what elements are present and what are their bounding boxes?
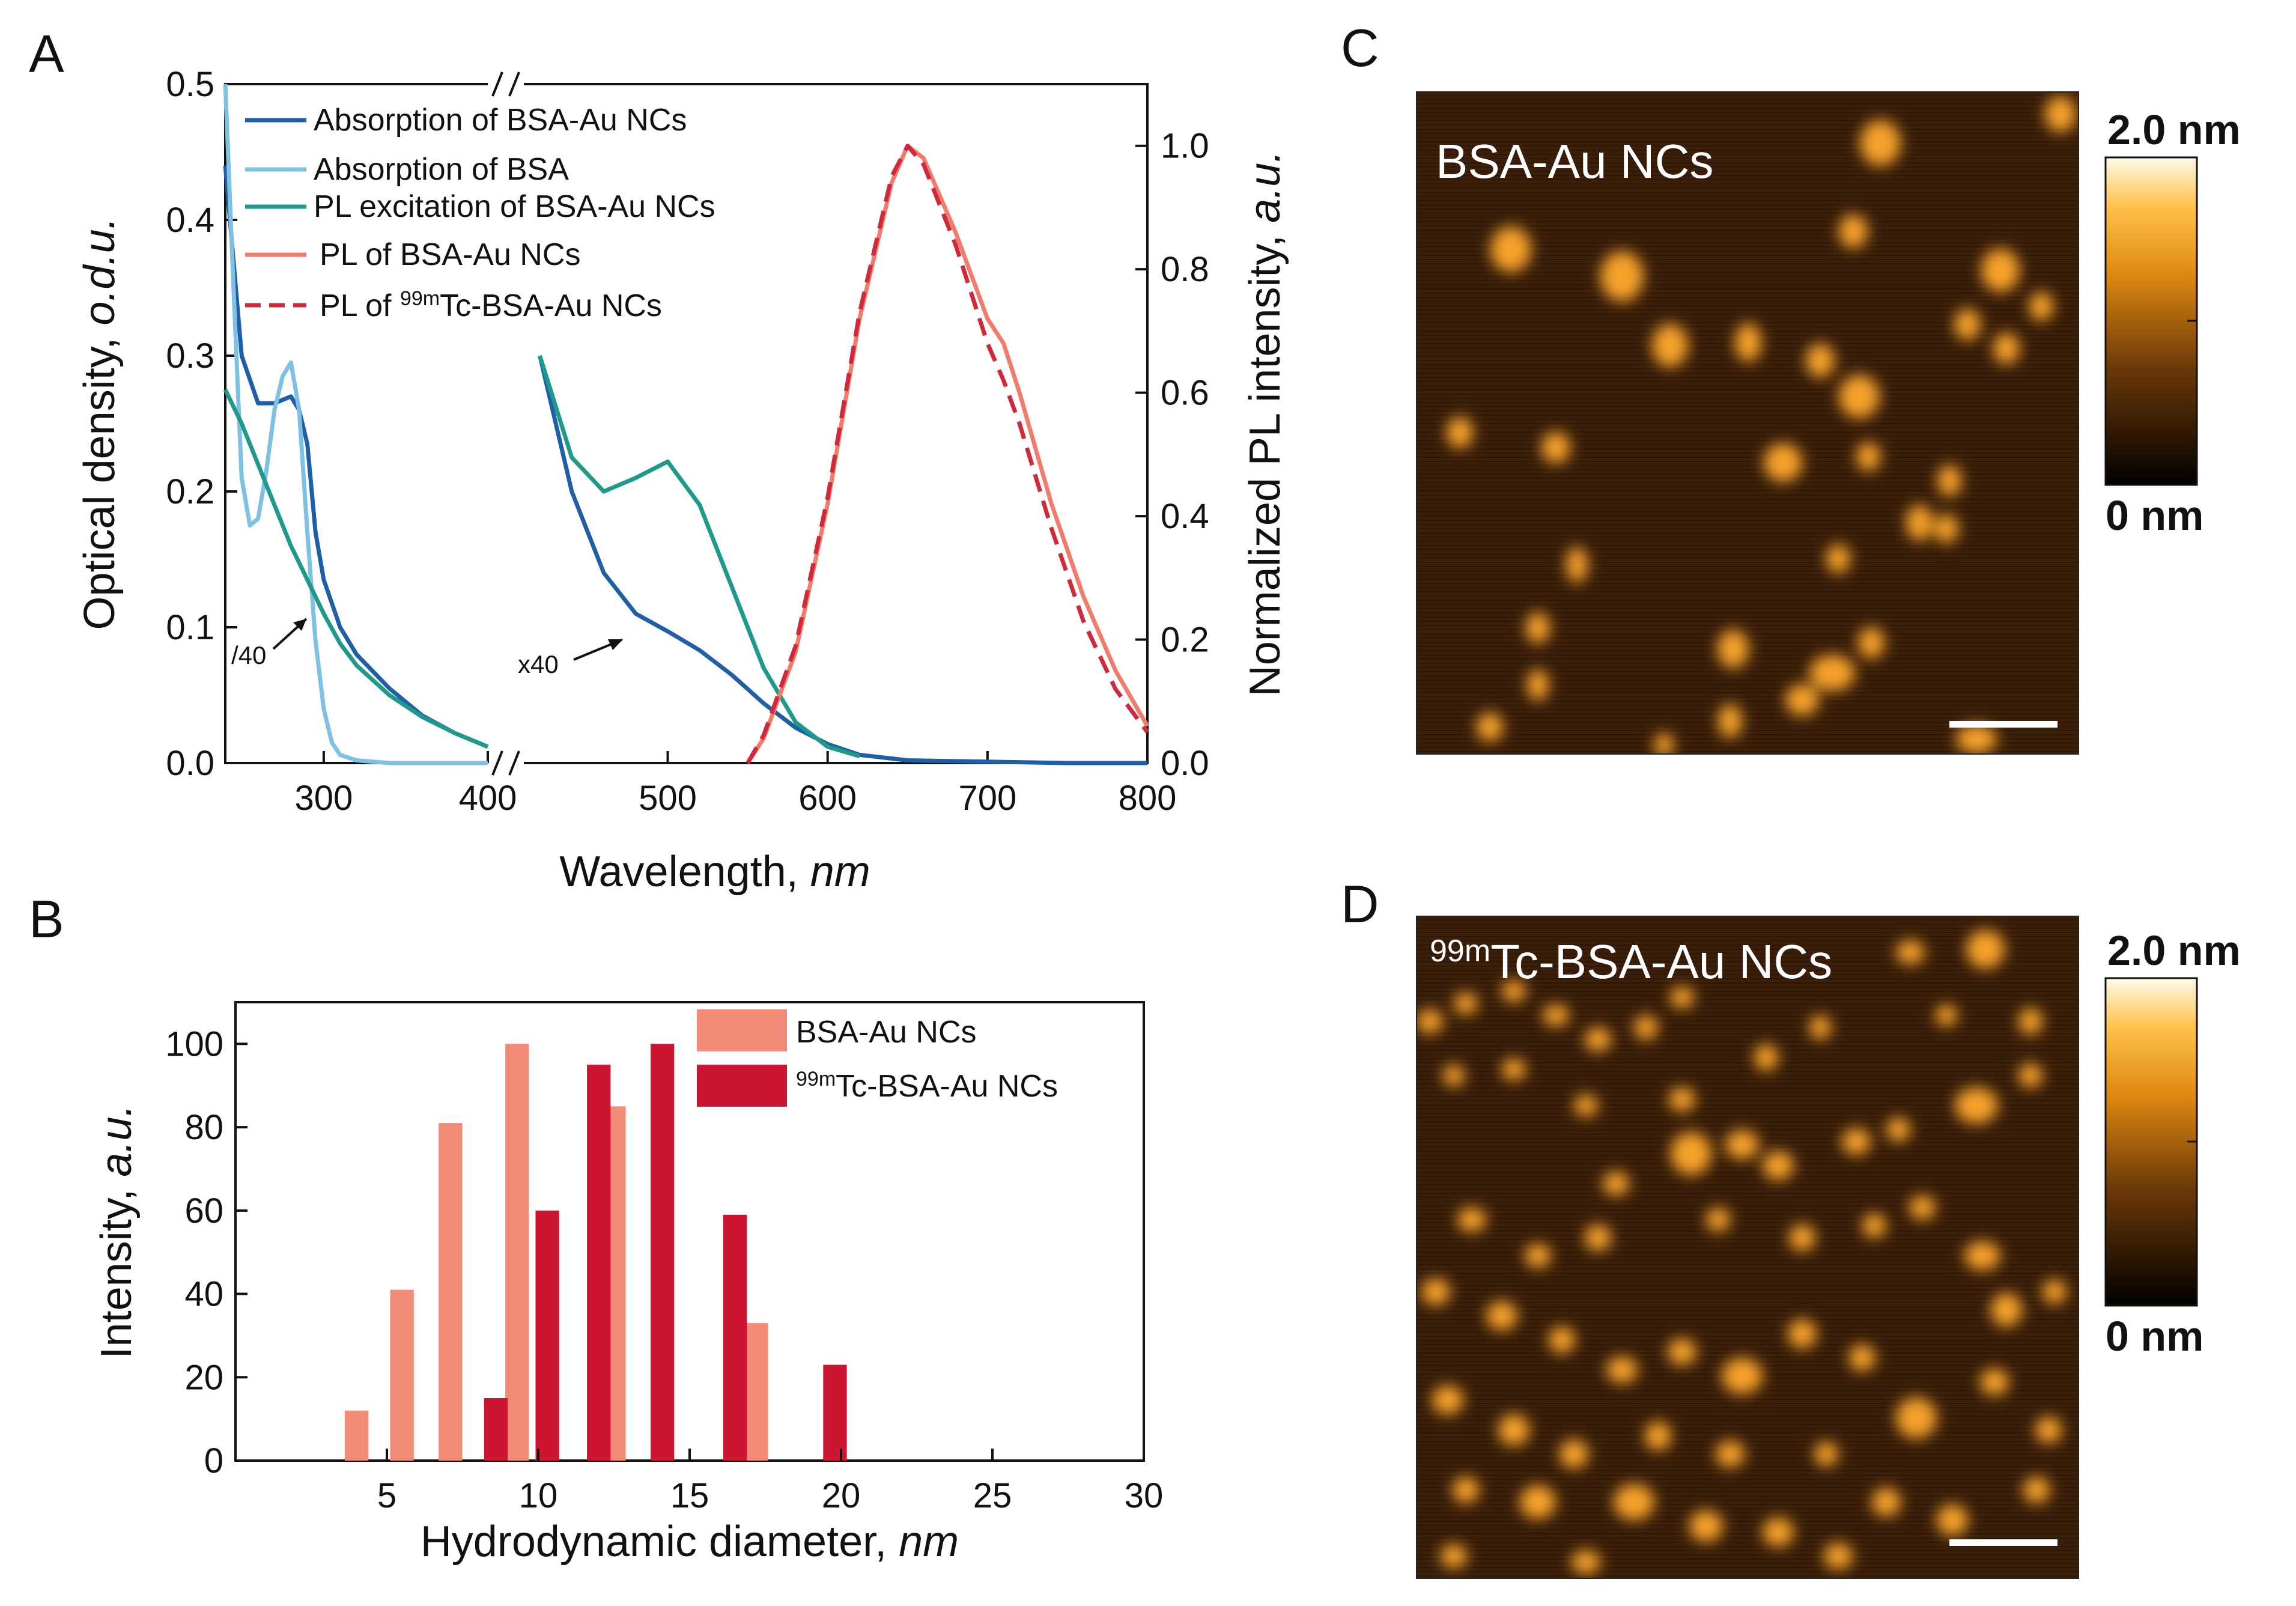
panel-label-a: A	[29, 24, 64, 84]
chart-a-ticks: 0.0 0.1 0.2 0.3 0.4 0.5 0.0 0.2 0.4 0.6 0.8 1.0 300 4…	[166, 65, 1209, 818]
b-ytick-label: 100	[165, 1024, 223, 1063]
legend-b-swatch-0	[697, 1009, 787, 1051]
b-xtick-label: 10	[519, 1476, 558, 1515]
a-xtick-label: 800	[1119, 779, 1177, 818]
chart-a-legend: Absorption of BSA-Au NCs Absorption of B…	[245, 103, 715, 323]
b-bar-1-4	[723, 1214, 747, 1461]
a-ytick-left-label: 0.3	[166, 336, 214, 376]
colorbar-d-bottom: 0 nm	[2106, 1313, 2203, 1360]
annotation-x40: x40	[518, 650, 559, 678]
colorbar-c-top: 2.0 nm	[2107, 106, 2241, 153]
afm-c-particles	[1447, 96, 2076, 754]
legend-b-label-0: BSA-Au NCs	[796, 1015, 977, 1050]
afm-image-c: BSA-Au NCs	[1416, 91, 2079, 755]
a-ytick-left-label: 0.4	[166, 201, 214, 240]
b-bar-0-2	[439, 1123, 463, 1461]
b-xtick-label: 20	[822, 1476, 861, 1515]
afm-d-particles	[1417, 930, 2067, 1574]
b-bar-0-1	[390, 1289, 414, 1461]
annotation-div40: /40	[231, 641, 266, 669]
a-series-line-1-0	[223, 84, 488, 765]
annotation-x40-arrowhead	[608, 639, 623, 650]
b-bar-1-0	[484, 1398, 508, 1461]
a-ytick-right-label: 0.4	[1161, 497, 1209, 536]
legend-a-label-0: Absorption of BSA-Au NCs	[314, 103, 687, 138]
b-ytick-label: 80	[184, 1108, 223, 1147]
a-ytick-left-label: 0.5	[166, 65, 214, 104]
a-series-line-2-1	[538, 354, 860, 759]
colorbar-d-top: 2.0 nm	[2107, 927, 2241, 974]
a-ytick-right-label: 0.8	[1161, 250, 1209, 289]
legend-b-swatch-1	[697, 1065, 787, 1107]
colorbar-c-gradient	[2104, 156, 2198, 486]
a-ytick-right-label: 0.2	[1161, 621, 1209, 660]
legend-a-label-1: Absorption of BSA	[314, 152, 569, 187]
a-ytick-right-label: 0.0	[1161, 744, 1209, 783]
legend-a-label-2: PL excitation of BSA-Au NCs	[314, 189, 715, 224]
b-bar-0-5	[744, 1323, 768, 1461]
chart-a-series	[223, 84, 1150, 765]
annotation-div40-arrowhead	[293, 619, 306, 631]
chart-b-ylabel: Intensity, a.u.	[93, 1105, 141, 1359]
a-xtick-label: 400	[459, 779, 517, 818]
chart-b-ticks: 0 20 40 60 80 100 5 10 15 20 25 30	[165, 1024, 1163, 1515]
legend-a-label-3: PL of BSA-Au NCs	[320, 237, 580, 272]
a-ytick-left-label: 0.0	[166, 744, 214, 783]
chart-b-bars	[344, 1044, 847, 1461]
panel-label-b: B	[29, 889, 64, 949]
chart-b: 0 20 40 60 80 100 5 10 15 20 25 30 Hydrodynamic dia…	[93, 1001, 1163, 1566]
b-ytick-label: 20	[184, 1358, 223, 1397]
chart-b-xlabel: Hydrodynamic diameter, nm	[421, 1518, 959, 1566]
afm-d-scalebar	[1949, 1539, 2058, 1546]
a-series-line-0-1	[538, 355, 1147, 765]
legend-b-label-1: 99mTc-BSA-Au NCs	[796, 1068, 1058, 1104]
b-bar-1-5	[823, 1364, 847, 1461]
afm-d-label: 99mTc-BSA-Au NCs	[1430, 934, 1832, 988]
b-xtick-label: 30	[1125, 1476, 1164, 1515]
b-bar-1-1	[535, 1210, 559, 1461]
panel-label-d: D	[1341, 874, 1379, 934]
b-xtick-label: 25	[973, 1476, 1012, 1515]
a-xtick-label: 700	[958, 779, 1016, 818]
b-bar-1-2	[587, 1065, 611, 1461]
a-series-line-0-0	[223, 165, 489, 749]
colorbar-d: 2.0 nm 0 nm	[2104, 927, 2241, 1360]
colorbar-c: 2.0 nm 0 nm	[2104, 106, 2241, 539]
b-ytick-label: 40	[184, 1275, 223, 1314]
legend-a-label-4: PL of 99mTc-BSA-Au NCs	[320, 287, 662, 323]
chart-b-legend: BSA-Au NCs 99mTc-BSA-Au NCs	[697, 1009, 1058, 1107]
chart-a-xlabel: Wavelength, nm	[559, 848, 870, 896]
chart-a-ylabel-right: Normalized PL intensity, a.u.	[1241, 151, 1289, 696]
b-xtick-label: 5	[377, 1476, 396, 1515]
a-ytick-right-label: 0.6	[1161, 374, 1209, 413]
colorbar-c-bottom: 0 nm	[2106, 492, 2203, 539]
a-ytick-left-label: 0.1	[166, 608, 214, 647]
b-ytick-label: 60	[184, 1191, 223, 1230]
afm-d-frame	[1416, 916, 2079, 1579]
a-series-line-3-0	[746, 144, 1150, 764]
b-bar-1-3	[651, 1044, 675, 1461]
colorbar-d-gradient	[2104, 977, 2198, 1307]
b-xtick-label: 15	[670, 1476, 709, 1515]
afm-image-d: 99mTc-BSA-Au NCs	[1416, 916, 2079, 1579]
chart-a: 0.0 0.1 0.2 0.3 0.4 0.5 0.0 0.2 0.4 0.6 0.8 1.0 300 4…	[76, 60, 1289, 896]
afm-c-scalebar	[1949, 721, 2058, 728]
b-bar-0-0	[344, 1410, 369, 1461]
panel-label-c: C	[1341, 18, 1379, 78]
afm-c-frame	[1416, 91, 2079, 755]
a-xtick-label: 600	[798, 779, 857, 818]
b-bar-0-3	[505, 1044, 529, 1461]
axis-break-mask	[488, 60, 524, 781]
a-ytick-right-label: 1.0	[1161, 127, 1209, 166]
a-xtick-label: 500	[639, 779, 697, 818]
afm-c-label: BSA-Au NCs	[1436, 135, 1713, 188]
chart-a-frame	[224, 83, 1149, 764]
a-ytick-left-label: 0.2	[166, 472, 214, 511]
a-series-line-4-0	[746, 144, 1149, 764]
chart-a-ylabel-left: Optical density, o.d.u.	[76, 217, 124, 630]
a-series-line-2-0	[223, 388, 489, 749]
b-ytick-label: 0	[204, 1441, 223, 1480]
a-xtick-label: 300	[294, 779, 353, 818]
